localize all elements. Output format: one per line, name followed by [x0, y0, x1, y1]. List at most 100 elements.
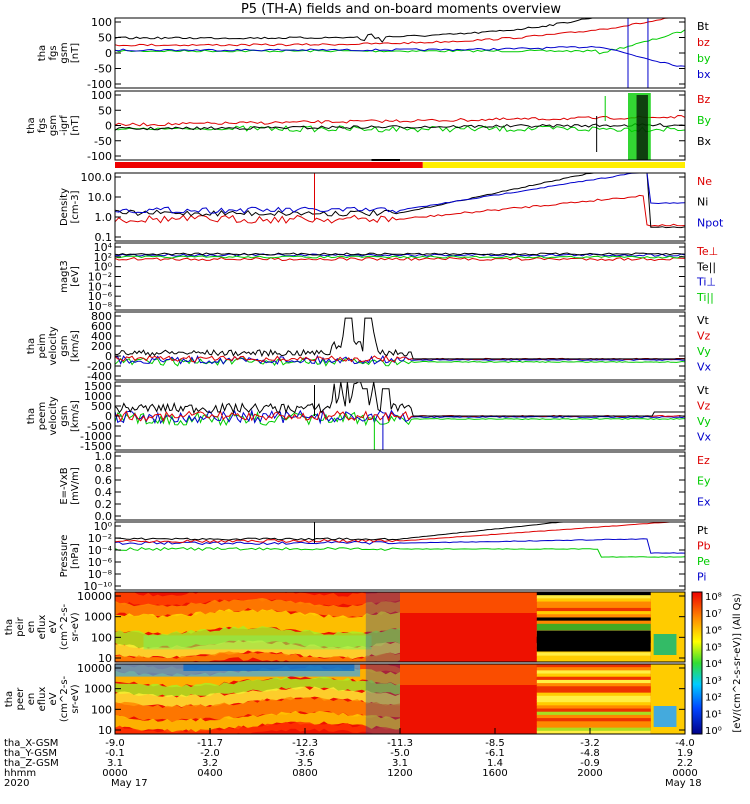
legend-label: Pt [697, 524, 709, 537]
panel-fgs-gsm-dc: 100 50 0 -50 -100 tha fgs gsm -igrf [nT] Bz By Bx [26, 89, 712, 163]
y-tick-label: 0.1 [95, 231, 113, 244]
y-axis-label-line: [mV/m] [70, 467, 81, 505]
striped-band [536, 686, 651, 690]
te-par-line [115, 252, 685, 256]
legend-label: Bz [697, 93, 711, 106]
x-tick-value: 2.2 [677, 758, 693, 769]
x-tick-value: -2.0 [200, 748, 220, 759]
y-axis-label-line: tha [37, 45, 48, 61]
panel-frame [114, 451, 686, 521]
spectrogram-band [143, 635, 372, 650]
y-axis-label-line: velocity [48, 326, 59, 365]
y-axis-label: tha fgs gsm [nT] [37, 42, 81, 63]
legend-label: bx [697, 68, 711, 81]
legend-label: bz [697, 36, 710, 49]
ti-par-line [115, 255, 685, 259]
striped-band [536, 611, 651, 615]
y-tick-label: 0.8 [95, 462, 113, 475]
y-axis-label-line: tha [26, 408, 37, 424]
striped-band [536, 702, 651, 706]
colorbar-tick: 10⁵ [705, 642, 722, 653]
spectrogram-band [115, 608, 400, 636]
legend-label: Npot [697, 216, 724, 229]
x-tick-value: 0800 [292, 768, 317, 779]
legend-label: Ti⊥ [696, 276, 716, 289]
x-row-label: tha_X-GSM [4, 738, 58, 749]
legend-label: By [697, 114, 712, 127]
colorbar-tick: 10⁴ [705, 659, 722, 670]
bz-line [115, 114, 685, 127]
panel-frame [114, 311, 686, 381]
y-axis-label-line: (cm^2-s- [59, 603, 70, 650]
y-axis-label-line: en [26, 693, 37, 706]
y-tick-label: 10⁰ [94, 520, 113, 533]
y-axis-label: tha peir en eflux eV (cm^2-s-sr-eV) [4, 603, 81, 650]
x-tick-value: 3.1 [392, 758, 408, 769]
y-tick-label: -1500 [80, 440, 112, 453]
y-axis-label-line: E=-VxB [59, 467, 70, 504]
panel-content [115, 18, 685, 88]
y-axis-label-line: Pressure [59, 535, 70, 578]
striped-band [536, 692, 651, 697]
disturbance-region [636, 95, 648, 160]
x-tick-value: 1.9 [677, 748, 693, 759]
spectrogram-band [115, 640, 400, 659]
y-tick-label: 10⁻⁴ [88, 280, 113, 293]
striped-band [536, 614, 651, 618]
panel-frame [114, 591, 686, 663]
y-tick-label: 10000 [77, 590, 112, 603]
panel-frame [114, 17, 686, 89]
spectrogram-band [115, 598, 400, 618]
y-axis-label-line: eV [48, 620, 59, 633]
y-tick-label: 50 [98, 32, 112, 45]
y-tick-label: 100 [91, 631, 112, 644]
y-tick-label: 0.2 [95, 498, 113, 511]
x-tick-value: 2000 [577, 768, 602, 779]
panel-fgs-gsm: 100 50 0 -50 -100 tha fgs gsm [nT] Bt bz by bx [37, 16, 711, 91]
legend-label: Pb [697, 540, 711, 553]
pt-line [115, 522, 685, 541]
y-tick-label: 500 [91, 400, 112, 413]
y-axis-label-line: peem [37, 402, 48, 430]
y-tick-label: 10 [98, 652, 112, 665]
x-tick-value: -8.5 [485, 738, 505, 749]
spectrogram-band [115, 592, 400, 607]
y-axis-label: tha fgs gsm -igrf [nT] [26, 115, 81, 136]
y-tick-label: 1000 [84, 683, 112, 696]
legend-label: Te⊥ [696, 245, 718, 258]
plot-title: P5 (TH-A) fields and on-board moments ov… [241, 2, 561, 17]
vt-line [115, 382, 685, 417]
y-axis-label-line: tha [4, 691, 15, 707]
legend-label: Pe [697, 555, 710, 568]
vx-line [115, 354, 685, 366]
striped-band [536, 670, 651, 675]
te-perp-line [115, 256, 685, 262]
striped-band [536, 711, 651, 716]
y-tick-label: 0 [105, 47, 112, 60]
y-tick-label: 10.0 [88, 191, 113, 204]
y-axis-label-line: (cm^2-s- [59, 675, 70, 722]
x-tick-value: -3.2 [580, 738, 600, 749]
y-axis-label-line: gsm [59, 335, 70, 356]
spectrogram-band [115, 651, 400, 662]
y-axis-label-line: eflux [37, 687, 48, 712]
y-axis-label: Density [cm-3] [59, 188, 81, 226]
y-axis-label-line: Density [59, 188, 70, 226]
legend-label: Vt [697, 314, 710, 327]
y-axis-label-line: gsm [59, 405, 70, 426]
x-tick-value: 0000 [672, 768, 697, 779]
striped-band [536, 623, 651, 628]
y-tick-label: 10⁻² [88, 271, 112, 284]
striped-band [536, 676, 651, 681]
legend-label: Vx [697, 431, 712, 444]
colorbar-tick: 10² [705, 693, 722, 704]
pe-line [115, 546, 685, 558]
striped-band [536, 727, 651, 732]
y-tick-label: 1.0 [95, 450, 113, 463]
y-axis-label-line: en [26, 621, 37, 634]
x-tick-value: -3.6 [295, 748, 315, 759]
vt-line [115, 317, 685, 360]
x-tick-value: 3.1 [107, 758, 123, 769]
